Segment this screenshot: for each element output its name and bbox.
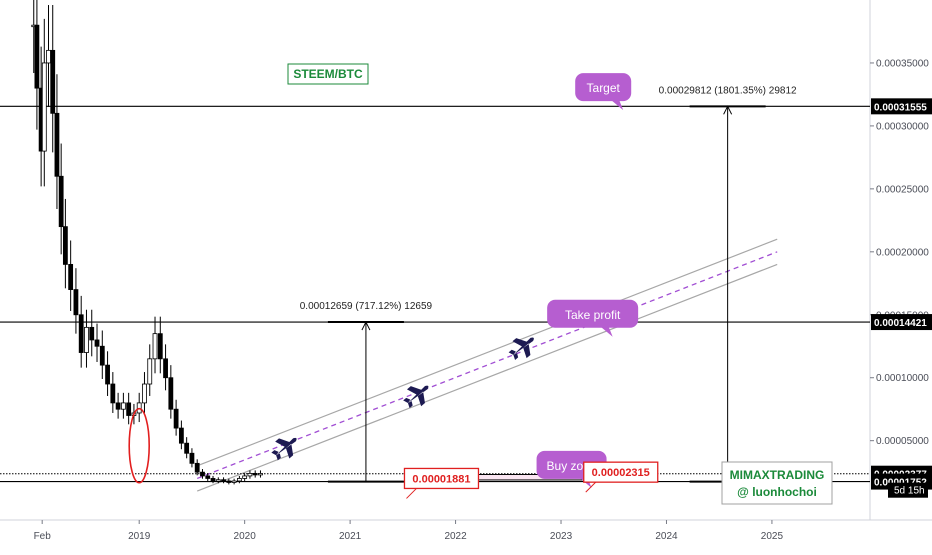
callout-balloon — [547, 299, 639, 328]
candle-body — [231, 480, 237, 483]
candle-body — [54, 112, 60, 177]
candle-body — [205, 475, 211, 479]
candle-body — [94, 339, 100, 347]
candle-body — [50, 49, 56, 114]
x-tick-label: 2020 — [234, 531, 257, 542]
candle-body — [210, 478, 216, 482]
x-tick-label: 2022 — [444, 531, 467, 542]
candle-body — [110, 383, 116, 404]
candle-body — [62, 226, 68, 265]
channel-boundary-line — [196, 263, 778, 492]
x-tick-label: 2024 — [655, 531, 678, 542]
y-tick-label: 0.00030000 — [876, 121, 929, 132]
countdown-label: 5d 15h — [894, 486, 925, 497]
airplane-icon — [271, 437, 297, 461]
watermark-line: @ luonhochoi — [737, 485, 817, 499]
candle-body — [105, 364, 110, 385]
watermark-line: MIMAXTRADING — [730, 468, 825, 482]
callout-box — [403, 467, 480, 490]
candle-body — [200, 471, 205, 477]
measure-label: 0.00029812 (1801.35%) 29812 — [659, 85, 797, 96]
x-tick-label: 2023 — [550, 531, 573, 542]
callout-balloon-text: Take profit — [565, 308, 621, 322]
airplane-icon — [403, 385, 429, 409]
candle-body — [236, 478, 242, 482]
candle-body — [184, 442, 190, 454]
candle-body — [84, 326, 89, 353]
y-tick-label: 0.00005000 — [876, 436, 929, 447]
y-tick-label: 0.00025000 — [876, 184, 929, 195]
price-level-tag — [871, 98, 932, 115]
highlight-ellipse — [128, 407, 150, 484]
callout-box — [583, 461, 659, 483]
callout-balloon-tail — [600, 326, 613, 337]
callout-box-pointer — [585, 481, 597, 493]
candle-body — [34, 24, 40, 89]
callout-balloon-text: Target — [587, 81, 621, 95]
symbol-label-box — [287, 63, 369, 85]
countdown-badge — [888, 482, 928, 498]
y-tick-label: 0.00020000 — [876, 247, 929, 258]
candle-body — [221, 479, 226, 482]
candle-body — [157, 333, 163, 360]
candle-body — [215, 479, 221, 482]
candle-body — [99, 345, 105, 366]
callout-balloon-tail — [611, 100, 624, 111]
price-level-label: 0.00014421 — [874, 318, 927, 329]
candle-body — [120, 402, 126, 410]
candle-body — [41, 62, 47, 152]
candle-body — [152, 333, 158, 360]
candle-body — [247, 473, 253, 477]
candle-body — [147, 358, 153, 385]
y-tick-label: 0.00035000 — [876, 58, 929, 69]
candle-body — [46, 49, 51, 64]
price-level-label: 0.00031555 — [874, 102, 927, 113]
candle-body — [73, 289, 79, 316]
candle-body — [226, 480, 232, 483]
candle-body — [194, 462, 200, 473]
candle-body — [189, 452, 195, 464]
callout-box-text: 0.00002315 — [592, 467, 650, 479]
measure-label: 0.00012659 (717.12%) 12659 — [300, 301, 433, 312]
candle-body — [78, 314, 84, 353]
candle-body — [252, 473, 258, 476]
candle-body — [115, 402, 121, 410]
price-level-tag — [871, 314, 932, 331]
callout-box-pointer — [406, 488, 417, 499]
candle-body — [58, 175, 64, 228]
y-tick-label: 0.00010000 — [876, 373, 929, 384]
candle-body — [173, 408, 179, 429]
airplane-icon — [508, 337, 534, 360]
candle-body — [68, 264, 74, 290]
x-tick-label: 2025 — [761, 531, 784, 542]
candle-body — [258, 473, 263, 476]
candle-body — [89, 326, 95, 341]
x-tick-label: 2021 — [339, 531, 362, 542]
candle-body — [126, 402, 132, 416]
callout-balloon — [575, 73, 632, 102]
candle-body — [163, 358, 168, 379]
candle-body — [242, 475, 248, 479]
callout-box-text: 0.00001881 — [412, 473, 470, 485]
channel-boundary-line — [196, 238, 778, 467]
symbol-label: STEEM/BTC — [293, 67, 363, 81]
watermark-box — [721, 461, 833, 505]
candle-body — [178, 427, 184, 444]
candle-body — [142, 383, 147, 404]
x-tick-label: Feb — [34, 531, 52, 542]
x-tick-label: 2019 — [128, 531, 151, 542]
candle-body — [168, 377, 174, 410]
